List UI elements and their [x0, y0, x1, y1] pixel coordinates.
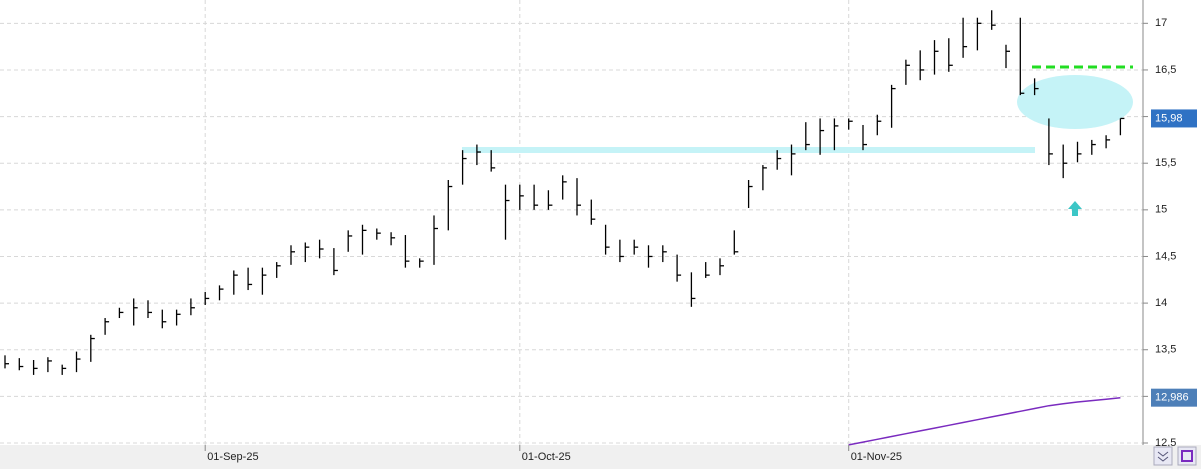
last-value-label: 12,986	[1155, 392, 1189, 404]
last-value-box	[1151, 388, 1197, 407]
last-value-label: 15,98	[1155, 112, 1183, 124]
x-tick-label: 01-Nov-25	[851, 451, 902, 463]
up-arrow	[1068, 201, 1082, 216]
marks	[4, 10, 1125, 446]
y-tick-label: 13,5	[1155, 344, 1176, 356]
support-band	[462, 147, 1035, 153]
y-tick-label: 14,5	[1155, 250, 1176, 262]
last-value-box	[1151, 109, 1197, 128]
x-tick-label: 01-Sep-25	[207, 451, 258, 463]
y-tick-label: 15,5	[1155, 157, 1176, 169]
zoom-icon	[1157, 451, 1169, 462]
y-tick-label: 17	[1155, 17, 1167, 29]
y-tick-label: 16,5	[1155, 64, 1176, 76]
x-axis-band	[0, 445, 1201, 469]
y-tick-label: 15	[1155, 204, 1167, 216]
x-tick-label: 01-Oct-25	[522, 451, 571, 463]
y-tick-label: 12,5	[1155, 437, 1176, 449]
save-button[interactable]	[1177, 446, 1197, 466]
moving-average-line	[848, 396, 1121, 446]
save-icon	[1181, 450, 1193, 462]
y-tick-label: 14	[1155, 297, 1167, 309]
highlight-ellipse	[1017, 75, 1133, 129]
grid	[0, 0, 1143, 445]
